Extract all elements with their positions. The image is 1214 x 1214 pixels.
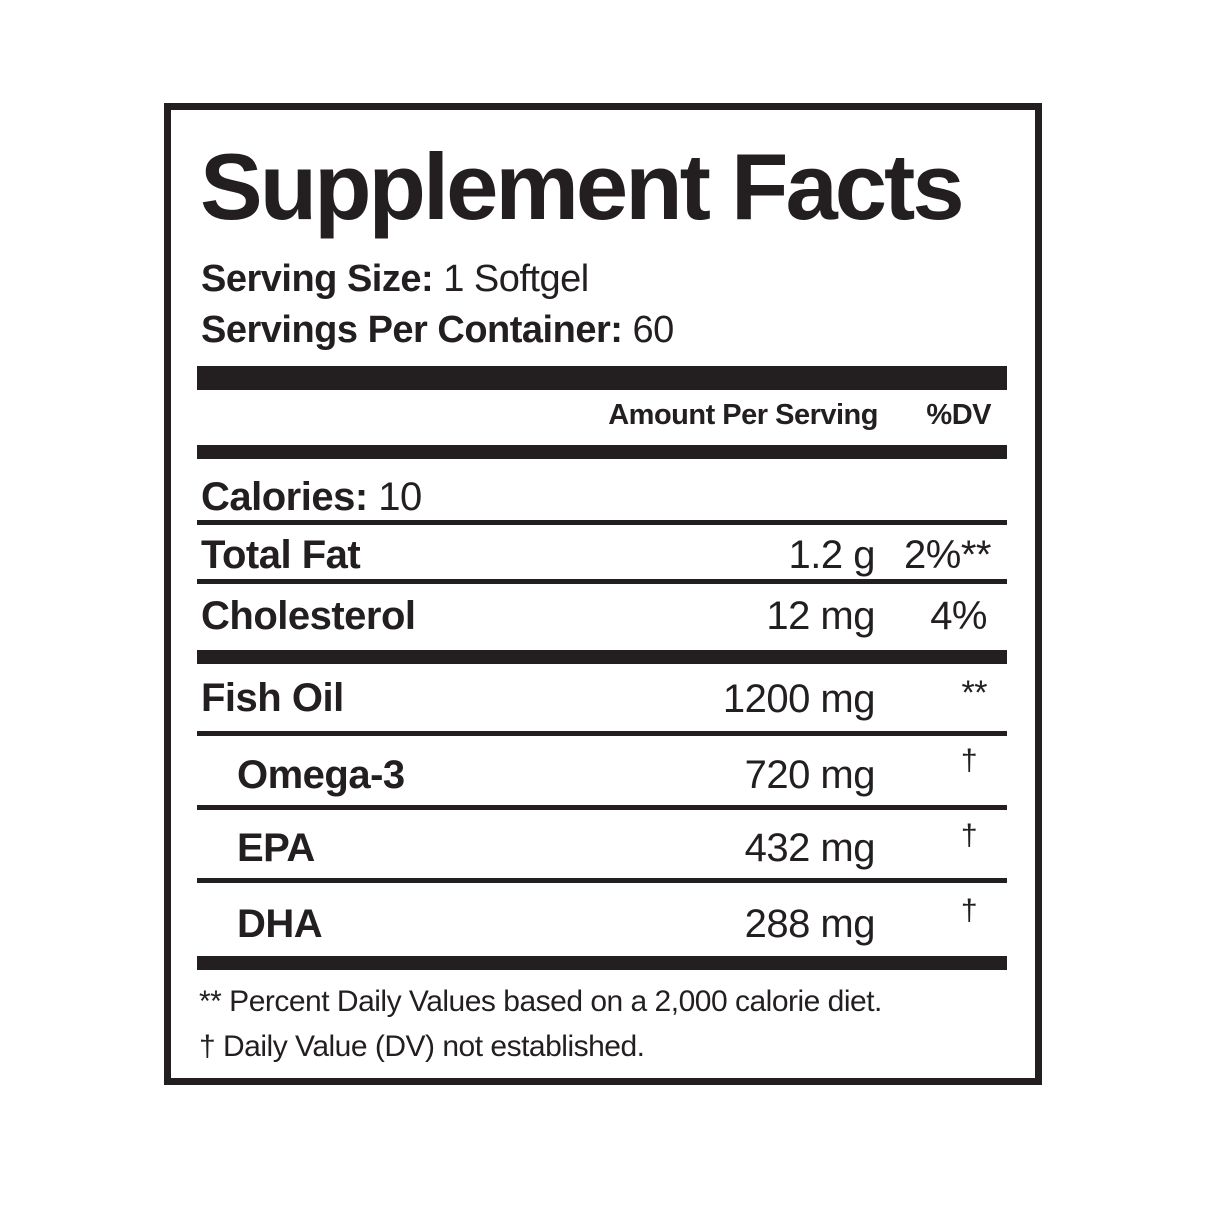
row-dv-total-fat: 2%**: [904, 533, 991, 577]
servings-per-container-label: Servings Per Container:: [201, 309, 623, 351]
supplement-facts-panel: Supplement Facts Serving Size: 1 Softgel…: [164, 103, 1042, 1085]
serving-size: Serving Size: 1 Softgel: [201, 260, 589, 298]
row-name-omega-3: Omega-3: [237, 753, 405, 797]
calories-value: 10: [378, 475, 422, 519]
row-name-dha: DHA: [237, 902, 323, 946]
footnote-daily-values: ** Percent Daily Values based on a 2,000…: [199, 985, 882, 1018]
serving-size-label: Serving Size:: [201, 258, 434, 300]
thin-divider: [197, 731, 1007, 736]
row-amount-cholesterol: 12 mg: [766, 594, 875, 638]
panel-title: Supplement Facts: [200, 134, 965, 239]
row-name-cholesterol: Cholesterol: [201, 594, 416, 638]
thick-divider: [197, 445, 1007, 459]
calories-label: Calories:: [201, 475, 368, 519]
row-dv-dha: †: [960, 894, 978, 927]
thin-divider: [197, 520, 1007, 525]
thick-divider: [197, 956, 1007, 970]
row-dv-omega-3: †: [960, 744, 978, 777]
servings-per-container: Servings Per Container: 60: [201, 311, 674, 349]
row-name-epa: EPA: [237, 826, 315, 870]
column-header-dv: %DV: [926, 399, 991, 431]
row-name-fish-oil: Fish Oil: [201, 676, 344, 720]
footnote-dv-not-established: † Daily Value (DV) not established.: [199, 1030, 645, 1063]
thick-divider: [197, 366, 1007, 390]
row-dv-cholesterol: 4%: [930, 594, 987, 638]
row-amount-total-fat: 1.2 g: [788, 533, 876, 577]
row-name-total-fat: Total Fat: [201, 533, 361, 577]
serving-size-value: 1 Softgel: [443, 258, 589, 300]
thin-divider: [197, 805, 1007, 810]
calories-row: Calories: 10: [201, 477, 422, 517]
thin-divider: [197, 878, 1007, 883]
row-amount-epa: 432 mg: [744, 826, 876, 870]
thick-divider: [197, 650, 1007, 664]
row-amount-dha: 288 mg: [744, 902, 876, 946]
thin-divider: [197, 579, 1007, 584]
servings-per-container-value: 60: [632, 309, 674, 351]
column-header-amount: Amount Per Serving: [608, 399, 878, 431]
row-dv-epa: †: [960, 819, 978, 852]
row-amount-omega-3: 720 mg: [744, 753, 876, 797]
row-amount-fish-oil: 1200 mg: [722, 677, 876, 721]
row-dv-fish-oil: **: [961, 674, 988, 712]
